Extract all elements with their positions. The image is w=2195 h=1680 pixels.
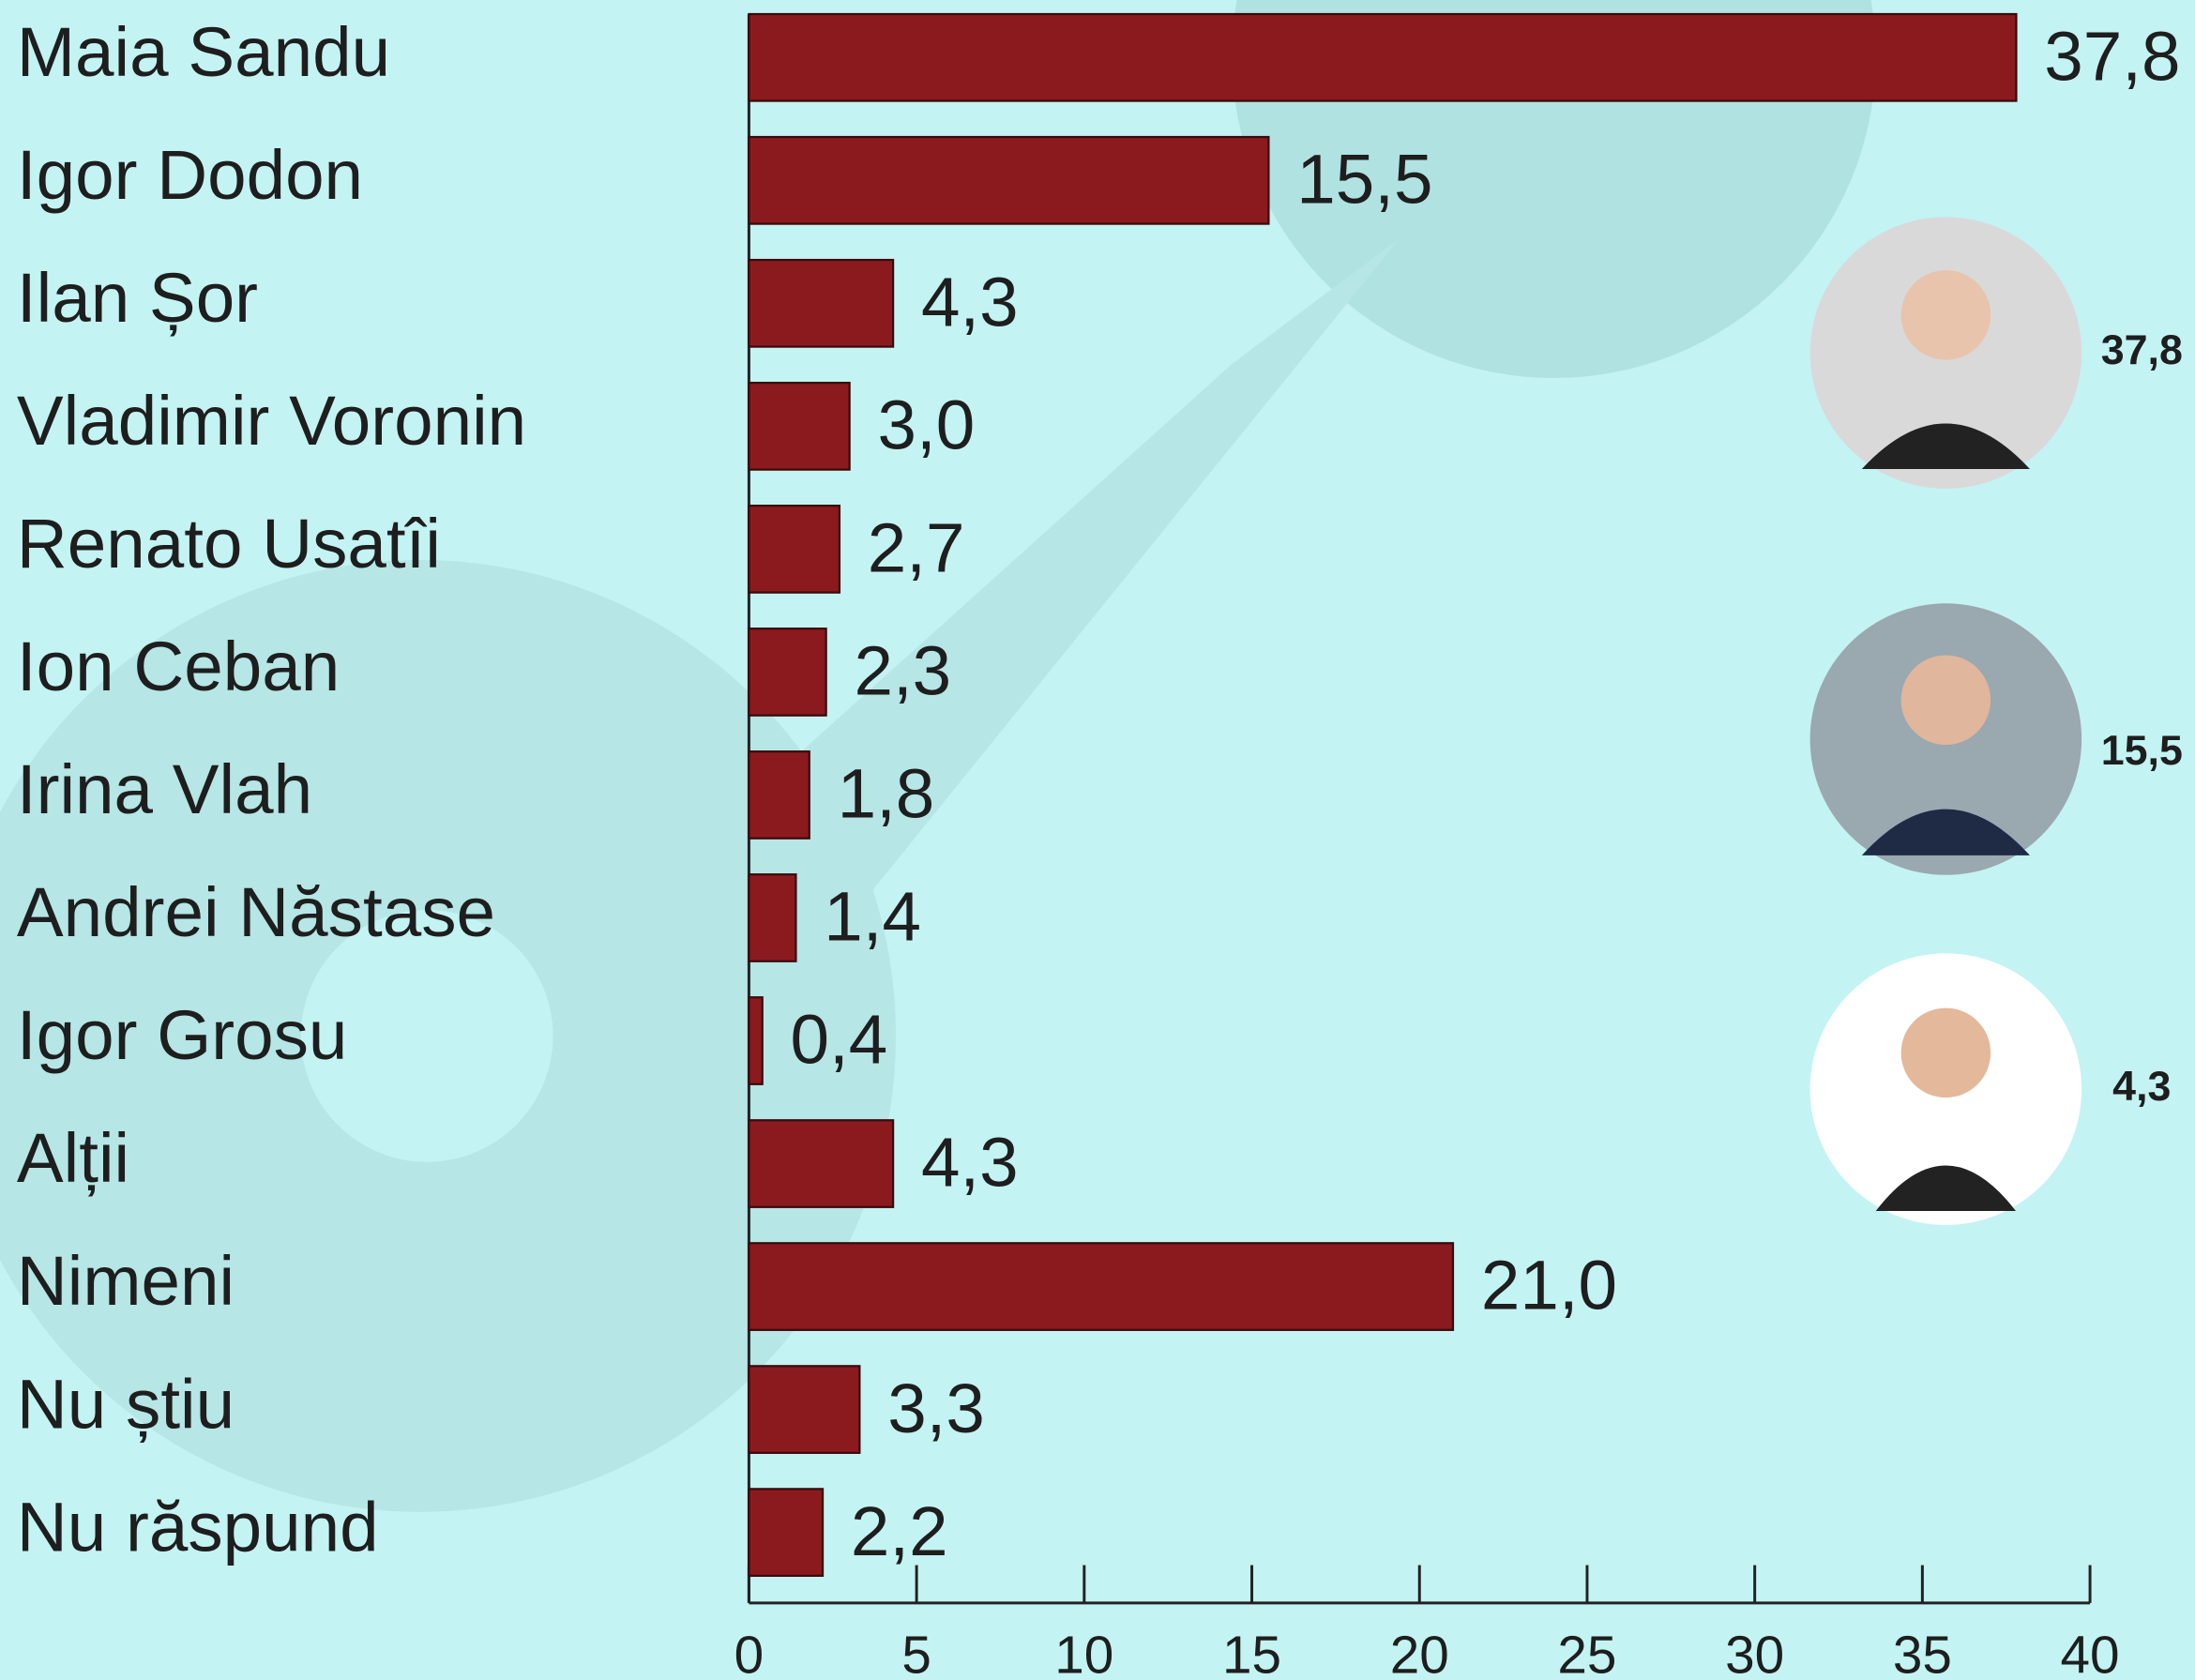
x-tick-label: 0 (734, 1627, 764, 1680)
page: 0 5 10 15 20 25 30 35 40 Maia Sandu 37,8 Igor Dodon… (0, 0, 2195, 1680)
x-tick-label: 40 (2061, 1627, 2120, 1680)
category-label: Vladimir Voronin (17, 381, 526, 460)
bar (749, 506, 840, 593)
category-label: Irina Vlah (17, 749, 312, 828)
value-label: 2,3 (854, 631, 951, 710)
bar (749, 1489, 823, 1576)
x-tick-label: 35 (1893, 1627, 1952, 1680)
bar (749, 137, 1268, 224)
value-label: 2,2 (851, 1491, 948, 1570)
chart: 0 5 10 15 20 25 30 35 40 Maia Sandu 37,8 Igor Dodon… (0, 0, 2195, 1680)
value-label: 2,7 (868, 508, 965, 587)
x-tick-label: 25 (1557, 1627, 1616, 1680)
value-label: 37,8 (2044, 16, 2180, 95)
bar (749, 1366, 859, 1453)
value-label: 3,0 (877, 386, 975, 464)
value-label: 1,4 (824, 877, 921, 956)
x-tick-label: 20 (1390, 1627, 1449, 1680)
category-label: Ion Ceban (17, 627, 340, 705)
category-label: Ilan Șor (17, 258, 258, 337)
bar (749, 1243, 1453, 1330)
x-tick-label: 5 (901, 1627, 931, 1680)
bar (749, 260, 893, 347)
category-label: Nu răspund (17, 1487, 379, 1566)
category-label: Nu știu (17, 1364, 235, 1443)
category-label: Maia Sandu (17, 12, 390, 91)
value-label: 21,0 (1481, 1246, 1617, 1324)
photo-label: 37,8 (2101, 326, 2183, 373)
bar (749, 383, 849, 470)
value-label: 0,4 (791, 1000, 888, 1079)
value-label: 1,8 (838, 754, 935, 833)
photo-label: 4,3 (2112, 1063, 2171, 1110)
x-tick-label: 10 (1054, 1627, 1113, 1680)
photos (1810, 217, 2082, 1224)
x-tick-label: 15 (1222, 1627, 1281, 1680)
photo (1810, 217, 2082, 489)
value-label: 15,5 (1296, 139, 1432, 218)
category-label: Nimeni (17, 1241, 235, 1320)
photo (1810, 953, 2082, 1225)
category-label: Igor Grosu (17, 995, 347, 1074)
category-label: Renato Usatîi (17, 504, 441, 583)
value-label: 3,3 (887, 1369, 985, 1447)
photo-label: 15,5 (2101, 727, 2183, 774)
bar (749, 14, 2016, 101)
photo (1810, 603, 2082, 875)
category-label: Andrei Năstase (17, 872, 495, 951)
x-tick-label: 30 (1725, 1627, 1784, 1680)
bar (749, 874, 795, 961)
category-label: Igor Dodon (17, 135, 363, 214)
bar (749, 628, 825, 716)
value-label: 4,3 (921, 1123, 1019, 1202)
category-label: Alții (17, 1118, 129, 1197)
bar (749, 751, 809, 839)
value-label: 4,3 (921, 263, 1019, 341)
bar (749, 1120, 893, 1207)
bar (749, 997, 762, 1084)
